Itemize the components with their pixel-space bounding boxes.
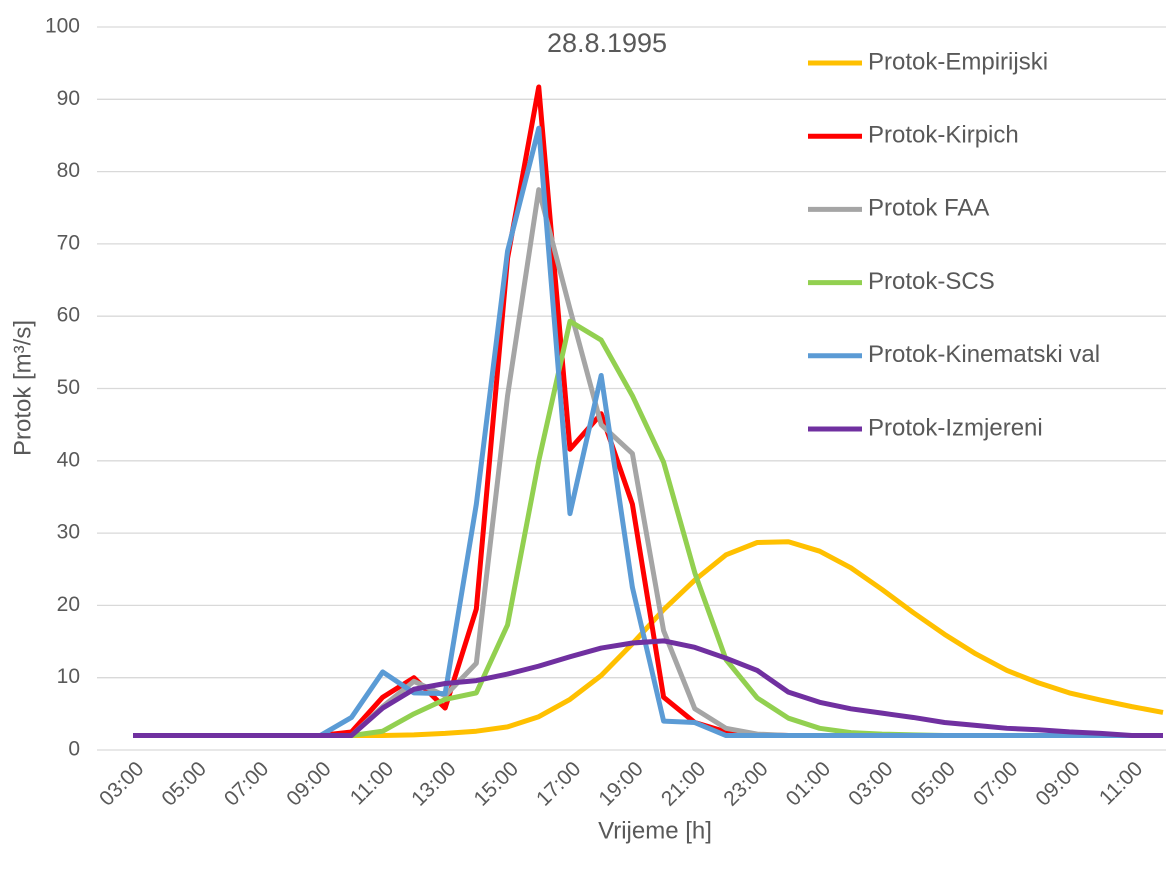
x-tick-label: 11:00 [1095, 757, 1147, 809]
x-tick-label: 17:00 [532, 757, 585, 810]
legend-label: Protok-Kirpich [868, 122, 1019, 149]
y-tick-label: 20 [57, 593, 80, 616]
series-line [133, 638, 1163, 739]
x-tick-label: 09:00 [1031, 757, 1084, 810]
x-tick-label: 01:00 [782, 757, 835, 810]
y-tick-label: 40 [57, 448, 80, 471]
y-tick-label: 10 [57, 665, 80, 688]
y-tick-label: 80 [57, 159, 80, 182]
series-line [133, 539, 1164, 739]
x-tick-label: 11:00 [346, 757, 398, 809]
x-tick-label: 07:00 [220, 757, 273, 810]
y-tick-label: 100 [45, 15, 80, 38]
y-tick-label: 0 [68, 738, 80, 761]
x-tick-label: 23:00 [719, 757, 772, 810]
series-line [133, 84, 1163, 739]
y-tick-label: 90 [57, 87, 80, 110]
legend-label: Protok FAA [868, 195, 989, 222]
x-tick-label: 13:00 [407, 757, 460, 810]
y-tick-label: 50 [57, 376, 80, 399]
legend-label: Protok-Izmjereni [868, 414, 1043, 441]
x-tick-label: 21:00 [657, 757, 710, 810]
x-tick-label: 09:00 [282, 757, 335, 810]
x-tick-label: 19:00 [594, 757, 647, 810]
legend-label: Protok-Empirijski [868, 48, 1048, 75]
x-tick-label: 05:00 [157, 757, 210, 810]
y-tick-label: 70 [57, 231, 80, 254]
x-tick-label: 05:00 [907, 757, 960, 810]
y-tick-label: 30 [57, 521, 80, 544]
legend-label: Protok-Kinematski val [868, 341, 1100, 368]
legend-label: Protok-SCS [868, 268, 995, 295]
x-tick-label: 03:00 [844, 757, 897, 810]
x-tick-label: 07:00 [969, 757, 1022, 810]
y-axis-title: Protok [m³/s] [9, 320, 36, 456]
y-tick-label: 60 [57, 304, 80, 327]
chart-title: 28.8.1995 [547, 28, 667, 58]
x-axis-title: Vrijeme [h] [598, 817, 712, 844]
x-tick-label: 15:00 [470, 757, 523, 810]
x-tick-label: 03:00 [95, 757, 148, 810]
